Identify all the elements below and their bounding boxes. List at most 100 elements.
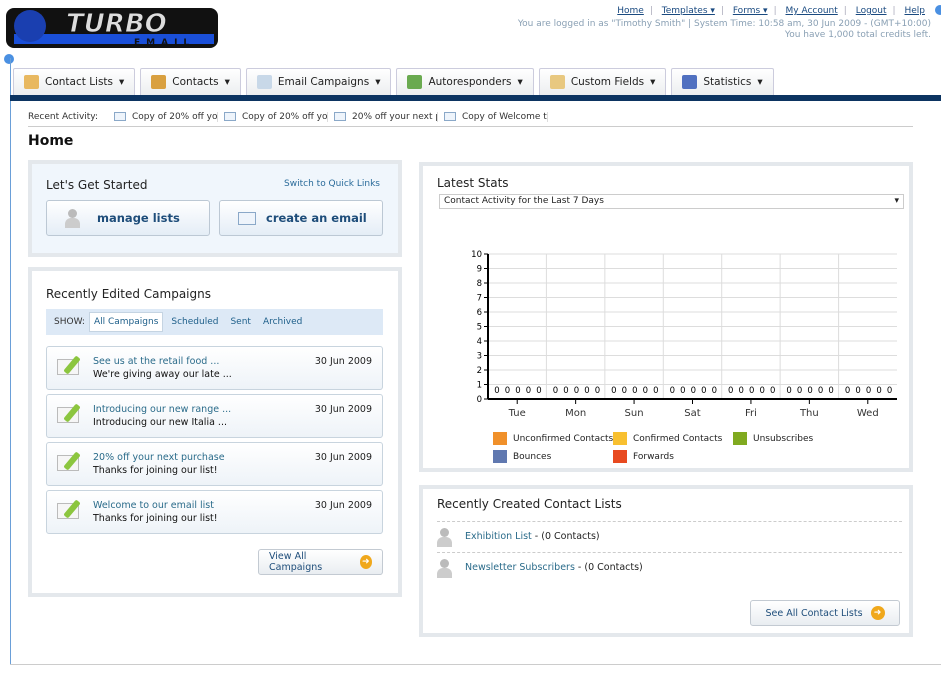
campaigns-title: Recently Edited Campaigns	[46, 287, 211, 301]
help-link[interactable]: Help	[904, 6, 925, 16]
svg-text:TURBO: TURBO	[66, 9, 167, 39]
view-all-campaigns-button[interactable]: View All Campaigns ➜	[258, 549, 383, 575]
campaign-date: 30 Jun 2009	[314, 452, 372, 463]
contact-list-icon	[437, 526, 459, 548]
legend-swatch	[733, 432, 747, 445]
legend-item: Unsubscribes	[733, 432, 813, 445]
contact-list-icon	[437, 557, 459, 579]
page-bottom-border	[10, 664, 941, 665]
recent-campaigns-panel: Recently Edited Campaigns SHOW: All Camp…	[28, 267, 402, 597]
recent-activity: Recent Activity: Copy of 20% off yo Copy …	[28, 107, 913, 127]
legend-label: Unconfirmed Contacts	[513, 433, 614, 444]
tab-email-campaigns[interactable]: Email Campaigns ▾	[245, 68, 392, 95]
manage-lists-label: manage lists	[97, 211, 180, 225]
data-label: 0	[574, 386, 579, 396]
data-label: 0	[786, 386, 791, 396]
login-info: You are logged in as "Timothy Smith" | S…	[517, 19, 931, 29]
campaign-filter-bar: SHOW: All Campaigns Scheduled Sent Archi…	[46, 309, 383, 335]
campaign-title[interactable]: Welcome to our email list	[93, 500, 214, 511]
my-account-link[interactable]: My Account	[785, 6, 838, 16]
forms-link[interactable]: Forms ▾	[732, 6, 768, 16]
decorative-dot	[935, 5, 941, 15]
recent-activity-label: Recent Activity:	[28, 111, 99, 122]
campaign-date: 30 Jun 2009	[314, 404, 372, 415]
manage-lists-button[interactable]: manage lists	[46, 200, 210, 236]
envelope-icon	[114, 112, 126, 121]
legend-swatch	[613, 432, 627, 445]
campaign-item[interactable]: 20% off your next purchase Thanks for joi…	[46, 442, 383, 486]
data-label: 0	[797, 386, 802, 396]
tab-contact-lists[interactable]: Contact Lists ▾	[13, 68, 136, 95]
recent-activity-item[interactable]: 20% off your next p	[328, 111, 438, 122]
data-label: 0	[536, 386, 541, 396]
filter-all-campaigns[interactable]: All Campaigns	[88, 312, 164, 332]
recent-activity-text: Copy of 20% off yo	[242, 111, 328, 122]
x-tick-label: Sun	[625, 408, 644, 419]
custom-fields-icon	[549, 75, 565, 89]
campaign-item[interactable]: See us at the retail food ... We're givin…	[46, 346, 383, 390]
x-tick-label: Thu	[799, 408, 819, 419]
create-email-button[interactable]: create an email	[219, 200, 383, 236]
legend-item: Bounces	[493, 450, 551, 463]
stats-period-select[interactable]: Contact Activity for the Last 7 Days ▾	[439, 194, 904, 209]
templates-link[interactable]: Templates ▾	[661, 6, 715, 16]
filter-scheduled[interactable]: Scheduled	[171, 317, 219, 327]
page-title: Home	[28, 133, 74, 149]
switch-quick-links[interactable]: Switch to Quick Links	[284, 179, 380, 189]
chevron-down-icon: ▾	[375, 76, 381, 88]
recent-activity-item[interactable]: Copy of Welcome to	[438, 111, 548, 122]
data-label: 0	[866, 386, 871, 396]
legend-swatch	[493, 450, 507, 463]
envelope-icon	[444, 112, 456, 121]
campaign-title[interactable]: See us at the retail food ...	[93, 356, 220, 367]
header-links: Home | Templates ▾ | Forms ▾ | My Account | …	[517, 6, 931, 40]
contact-lists-panel: Recently Created Contact Lists Exhibitio…	[419, 485, 913, 637]
contact-list-link[interactable]: Newsletter Subscribers	[465, 562, 575, 573]
see-all-contact-lists-button[interactable]: See All Contact Lists ➜	[750, 600, 900, 626]
y-tick-label: 1	[477, 381, 482, 391]
logout-link[interactable]: Logout	[855, 6, 887, 16]
campaign-subject: Introducing our new Italia ...	[93, 417, 227, 428]
data-label: 0	[653, 386, 658, 396]
campaign-title[interactable]: 20% off your next purchase	[93, 452, 225, 463]
x-tick-label: Mon	[565, 408, 586, 419]
decorative-dot	[4, 54, 14, 64]
tab-label: Custom Fields	[570, 76, 645, 88]
dropdown-arrow-icon: ▾	[894, 196, 899, 206]
data-label: 0	[505, 386, 510, 396]
contact-list-count: - (0 Contacts)	[531, 531, 600, 542]
credits-info: You have 1,000 total credits left.	[784, 30, 931, 40]
filter-sent[interactable]: Sent	[230, 317, 251, 327]
recent-activity-item[interactable]: Copy of 20% off yo	[218, 111, 328, 122]
envelope-icon	[334, 112, 346, 121]
latest-stats-panel: Latest Stats Contact Activity for the La…	[419, 162, 913, 472]
create-email-icon	[238, 211, 256, 225]
tab-autoresponders[interactable]: Autoresponders ▾	[396, 68, 534, 95]
data-label: 0	[494, 386, 499, 396]
turbo-email-logo: TURBO EMAIL	[6, 8, 218, 48]
tab-statistics[interactable]: Statistics ▾	[671, 68, 774, 95]
chevron-down-icon: ▾	[224, 76, 230, 88]
filter-archived[interactable]: Archived	[262, 317, 303, 327]
svg-text:EMAIL: EMAIL	[134, 38, 195, 48]
legend-label: Unsubscribes	[753, 433, 814, 444]
data-label: 0	[739, 386, 744, 396]
tab-contacts[interactable]: Contacts ▾	[140, 68, 241, 95]
data-label: 0	[643, 386, 648, 396]
campaign-item[interactable]: Welcome to our email list Thanks for join…	[46, 490, 383, 534]
manage-lists-icon	[65, 207, 87, 229]
data-label: 0	[712, 386, 717, 396]
data-label: 0	[515, 386, 520, 396]
get-started-panel: Let's Get Started Switch to Quick Links …	[28, 160, 402, 257]
contact-list-link[interactable]: Exhibition List	[465, 531, 532, 542]
y-tick-label: 9	[477, 265, 482, 275]
legend-label: Bounces	[513, 451, 552, 462]
y-tick-label: 8	[477, 279, 482, 289]
autoresponder-icon	[407, 75, 423, 89]
campaign-title[interactable]: Introducing our new range ...	[93, 404, 232, 415]
home-link[interactable]: Home	[617, 6, 644, 16]
stats-period-value: Contact Activity for the Last 7 Days	[444, 196, 604, 206]
recent-activity-item[interactable]: Copy of 20% off yo	[108, 111, 218, 122]
tab-custom-fields[interactable]: Custom Fields ▾	[538, 68, 667, 95]
campaign-item[interactable]: Introducing our new range ... Introducing…	[46, 394, 383, 438]
